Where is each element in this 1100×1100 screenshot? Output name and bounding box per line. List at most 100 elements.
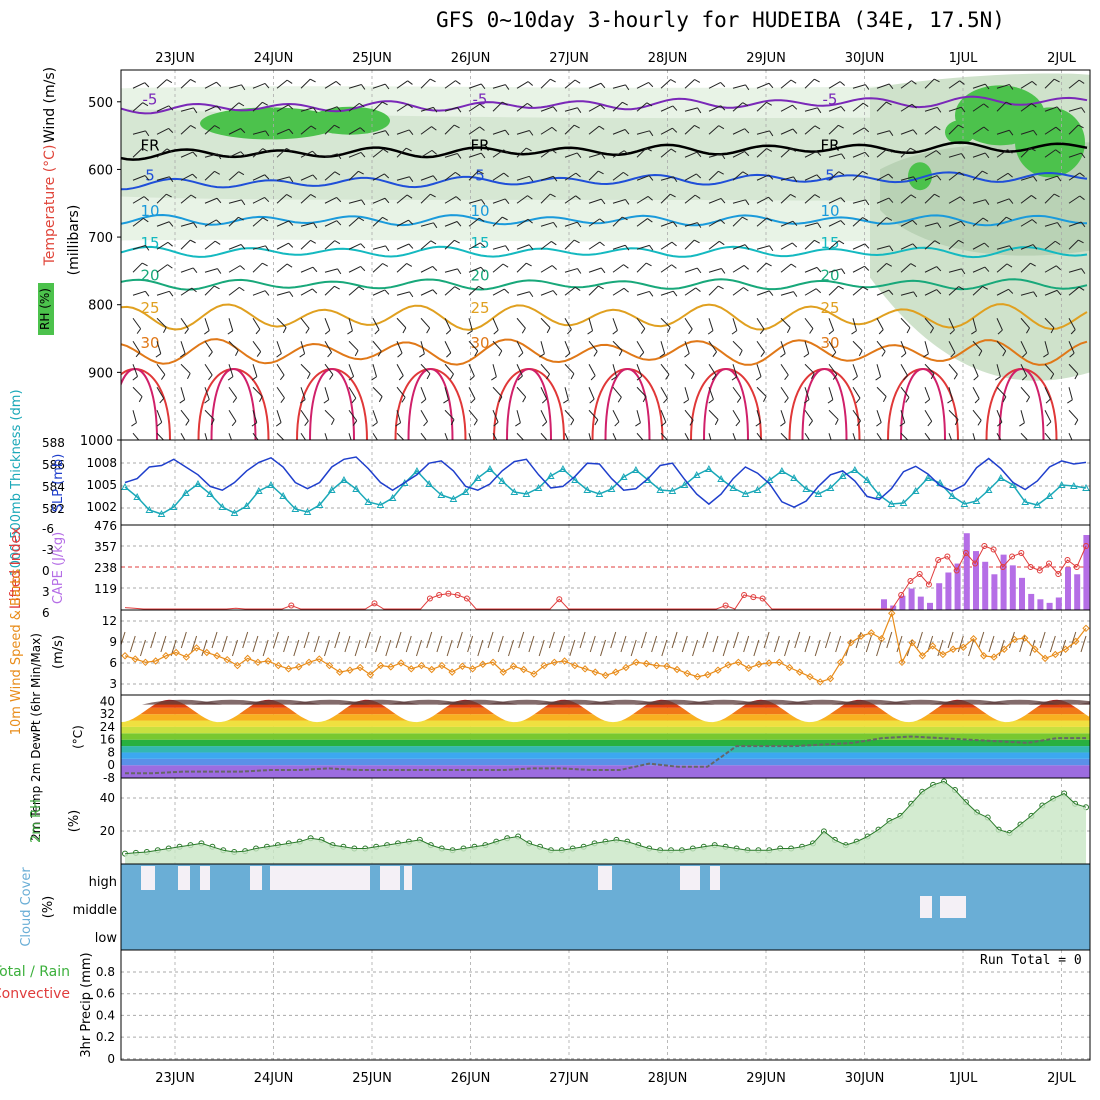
- wind-barb-flag: [670, 79, 677, 83]
- wind-barb: [300, 409, 309, 422]
- wind-barb-flag: [312, 150, 318, 156]
- wind-barb: [396, 219, 409, 227]
- wind-barb-flag: [431, 149, 437, 155]
- wind-barb: [708, 433, 712, 440]
- wind-barb: [180, 239, 191, 250]
- wind-barb: [252, 290, 266, 296]
- hot-loop-line: [998, 368, 1045, 440]
- thickness-marker: [692, 470, 701, 478]
- wind-barb-flag: [551, 265, 558, 270]
- wind-barb-flag: [905, 397, 910, 403]
- wind-barb: [900, 341, 907, 354]
- wind-barb-flag: [456, 107, 462, 113]
- wind-barb: [804, 239, 815, 250]
- wind-barb-flag: [433, 222, 438, 229]
- wind-barb: [372, 173, 385, 181]
- wind-barb-flag: [551, 240, 557, 246]
- wind-barb: [588, 318, 594, 331]
- wind-speed-marker: [509, 662, 518, 670]
- wind-barb: [492, 149, 504, 158]
- isotherm-label: -5: [143, 91, 158, 109]
- wind-barb: [804, 363, 815, 374]
- wind-barb: [348, 409, 358, 421]
- wind-barb-flag: [185, 420, 190, 426]
- wind-barb: [660, 148, 672, 158]
- thickness-marker: [157, 509, 166, 517]
- thickness-marker: [571, 475, 579, 483]
- thickness-tick-label: 586: [42, 458, 65, 472]
- wind-barb: [204, 153, 218, 158]
- wind-barb: [828, 387, 834, 400]
- precip-tick-label: 0.6: [96, 987, 115, 1001]
- date-label-bottom: 28JUN: [648, 1071, 688, 1086]
- wind-barb-flag: [597, 170, 604, 175]
- wind-barb-flag: [238, 102, 245, 107]
- wind-barb: [828, 153, 842, 158]
- wind-barb-flag: [790, 148, 797, 152]
- wind-barb: [132, 102, 144, 112]
- wind-barb: [948, 106, 962, 112]
- wind-barb-flag: [1002, 396, 1007, 403]
- wind-barb: [1044, 265, 1057, 273]
- wind-barb: [732, 171, 744, 181]
- cloud-level-label: middle: [73, 903, 117, 918]
- wind-barb: [852, 199, 866, 204]
- wind-barb: [132, 130, 146, 135]
- wind-barb-flag: [453, 124, 460, 129]
- page-title: GFS 0~10day 3-hourly for HUDEIBA (34E, 1…: [436, 8, 1005, 32]
- wind-barb-flag: [204, 446, 209, 449]
- wind-barb: [324, 387, 330, 400]
- wind-barb-flag: [648, 245, 654, 251]
- wind-barb: [948, 341, 956, 354]
- wind-barb-flag: [515, 422, 521, 427]
- wind-barb-flag: [334, 240, 341, 245]
- wind-barb: [756, 148, 767, 158]
- wind-barb-flag: [567, 329, 572, 335]
- wind-barb: [948, 124, 959, 135]
- wind-barb: [876, 197, 890, 204]
- wind-barb: [468, 199, 482, 204]
- li-marker: [907, 578, 914, 584]
- hot-loop-line: [900, 368, 946, 440]
- wind-barb: [828, 124, 839, 135]
- wind-barb: [732, 287, 744, 296]
- wind-barb-flag: [769, 245, 774, 252]
- wind-barb: [1044, 363, 1055, 375]
- wind-barb-flag: [551, 126, 557, 132]
- wind-barb-flag: [204, 399, 210, 404]
- wind-barb-10m: [835, 635, 842, 653]
- wind-barb: [996, 386, 1007, 398]
- wind-barb: [444, 318, 452, 331]
- wind-barb-10m: [855, 631, 862, 649]
- wind-barb-flag: [718, 125, 725, 130]
- wind-barb-flag: [649, 291, 654, 297]
- wind-barb: [132, 317, 142, 330]
- wind-barb: [228, 340, 239, 351]
- wind-barb: [804, 432, 810, 440]
- thickness-tick-label: 582: [42, 502, 65, 516]
- wind-barb: [468, 318, 473, 331]
- temp-band: [121, 765, 1090, 778]
- wind-speed-marker: [775, 658, 784, 667]
- wind-barb: [876, 217, 887, 227]
- wind-barb-flag: [430, 193, 436, 198]
- wind-barb-flag: [838, 285, 844, 290]
- wind-barb: [708, 125, 720, 135]
- axis-title-wind10-units: (m/s): [51, 635, 66, 669]
- wind-barb: [948, 387, 953, 400]
- wind-barb-flag: [312, 266, 318, 273]
- wind-barb-flag: [474, 350, 479, 357]
- wind-barb-flag: [1053, 193, 1060, 198]
- wind-barb: [132, 340, 141, 353]
- wind-barb-flag: [697, 107, 702, 114]
- wind-barb-10m: [722, 639, 729, 657]
- wind-barb: [348, 152, 362, 158]
- axis-title-precip-convective: Convective: [0, 986, 70, 1002]
- wind-speed-marker: [315, 655, 323, 663]
- temp-max-hump: [1077, 702, 1090, 705]
- wind-barb-10m: [548, 631, 555, 649]
- wind-barb: [204, 170, 215, 181]
- wind-barb: [996, 245, 1010, 250]
- wind-barb-flag: [377, 350, 382, 357]
- wind-barb: [900, 103, 913, 112]
